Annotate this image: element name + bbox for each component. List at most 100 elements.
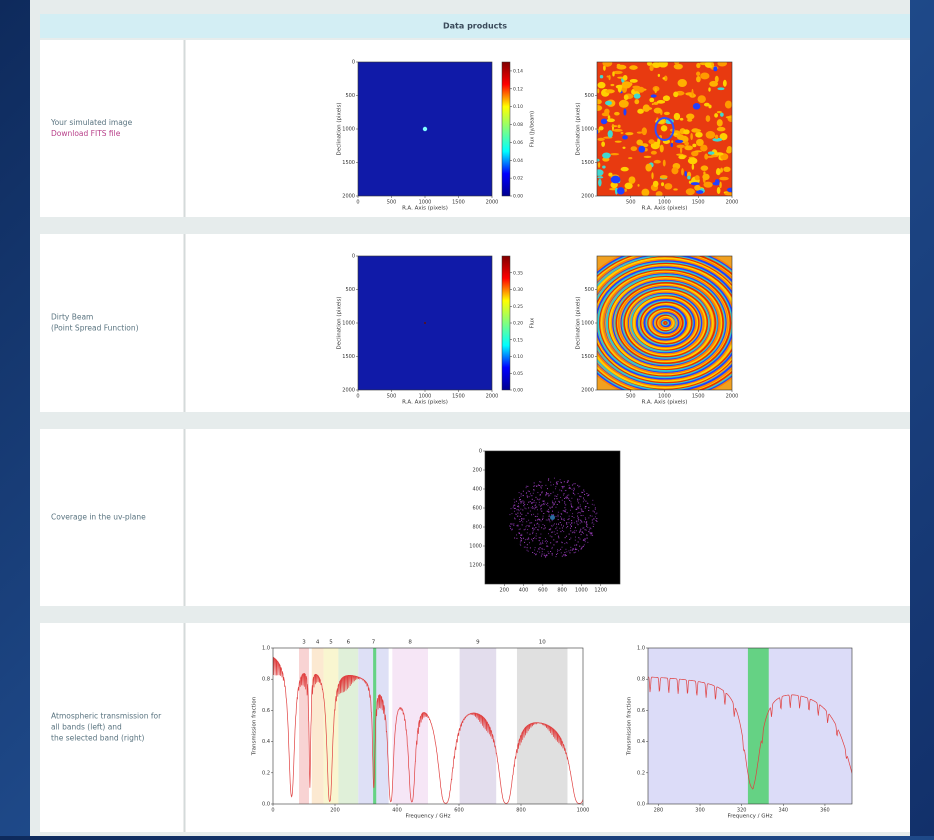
uv-point	[573, 548, 574, 549]
uv-point	[560, 497, 561, 498]
noise-blob	[720, 113, 724, 117]
uv-point	[520, 501, 521, 502]
uv-point	[543, 513, 544, 514]
uv-point	[578, 541, 579, 542]
uv-point	[553, 503, 554, 504]
uv-point	[580, 539, 581, 540]
uv-point	[530, 511, 531, 512]
uv-point	[524, 547, 525, 548]
noise-blob	[649, 65, 653, 71]
uv-point	[568, 519, 569, 520]
uv-point	[594, 504, 595, 505]
colorbar-tick-label: 0.10	[513, 354, 523, 360]
uv-point	[590, 533, 591, 534]
uv-point	[519, 510, 520, 511]
y-tick-label: 1.0	[637, 646, 645, 652]
uv-point	[545, 541, 546, 542]
noise-blob	[678, 79, 687, 87]
uv-point	[584, 521, 585, 522]
download-link[interactable]: Download FITS file	[51, 129, 121, 138]
x-tick-label: 500	[387, 394, 397, 400]
noise-blob	[700, 73, 709, 80]
uv-point	[532, 506, 533, 507]
uv-point	[574, 489, 575, 490]
y-tick-label: 0.0	[637, 802, 645, 808]
y-tick-label: 2000	[581, 194, 594, 200]
uv-point	[520, 502, 521, 503]
uv-point	[557, 504, 558, 505]
uv-point	[540, 534, 541, 535]
y-tick-label: 0.8	[637, 677, 645, 683]
uv-point	[548, 533, 549, 534]
uv-point	[586, 493, 587, 494]
uv-point	[516, 525, 517, 526]
uv-point	[585, 506, 586, 507]
x-tick-label: 1500	[452, 200, 465, 206]
uv-point	[519, 519, 520, 520]
page: Data products Your simulated imageDownlo…	[0, 0, 934, 836]
x-axis-label: R.A. Axis (pixels)	[642, 206, 688, 212]
uv-point	[517, 516, 518, 517]
y-tick-label: 500	[584, 287, 594, 293]
noise-blob	[723, 167, 730, 172]
uv-point	[554, 478, 555, 479]
uv-point	[575, 548, 576, 549]
uv-point	[526, 521, 527, 522]
uv-point	[556, 556, 557, 557]
noise-blob	[634, 93, 641, 98]
uv-point	[552, 554, 553, 555]
uv-point	[509, 525, 510, 526]
uv-point	[579, 532, 580, 533]
noise-blob	[629, 65, 638, 70]
noise-blob	[657, 100, 665, 104]
noise-blob	[637, 131, 643, 133]
uv-point	[527, 512, 528, 513]
uv-point	[578, 524, 579, 525]
uv-point	[532, 499, 533, 500]
uv-point	[549, 495, 550, 496]
uv-point	[574, 545, 575, 546]
uv-point	[576, 521, 577, 522]
y-tick-label: 1000	[581, 321, 594, 327]
uv-point	[535, 505, 536, 506]
band-label: 9	[476, 640, 480, 646]
uv-point	[532, 552, 533, 553]
uv-point	[524, 504, 525, 505]
uv-point	[564, 520, 565, 521]
band-region	[392, 648, 428, 804]
uv-point	[592, 522, 593, 523]
y-tick-label: 0.6	[637, 708, 645, 714]
uv-point	[531, 495, 532, 496]
x-tick-label: 300	[695, 808, 705, 814]
noise-blob	[662, 77, 665, 79]
uv-point	[546, 543, 547, 544]
noise-blob	[618, 85, 622, 93]
colorbar-tick-label: 0.08	[513, 122, 523, 128]
uv-point	[515, 518, 516, 519]
uv-point	[560, 482, 561, 483]
uv-point	[581, 492, 582, 493]
colorbar-tick-label: 0.00	[513, 388, 523, 394]
uv-point	[552, 520, 553, 521]
noise-blob	[610, 84, 614, 86]
uv-point	[542, 543, 543, 544]
noise-blob	[621, 132, 624, 134]
uv-point	[572, 513, 573, 514]
uv-point	[544, 503, 545, 504]
uv-point	[585, 538, 586, 539]
uv-point	[566, 536, 567, 537]
uv-point	[560, 479, 561, 480]
noise-blob	[651, 172, 653, 179]
uv-point	[583, 528, 584, 529]
x-tick-label: 2000	[486, 200, 499, 206]
noise-blob	[605, 89, 615, 93]
noise-blob	[647, 107, 652, 110]
uv-point	[595, 513, 596, 514]
uv-point	[513, 525, 514, 526]
row-label: Coverage in the uv-plane	[51, 513, 146, 522]
uv-point	[552, 511, 553, 512]
uv-point	[527, 486, 528, 487]
uv-point	[530, 547, 531, 548]
uv-point	[541, 556, 542, 557]
uv-point	[520, 545, 521, 546]
